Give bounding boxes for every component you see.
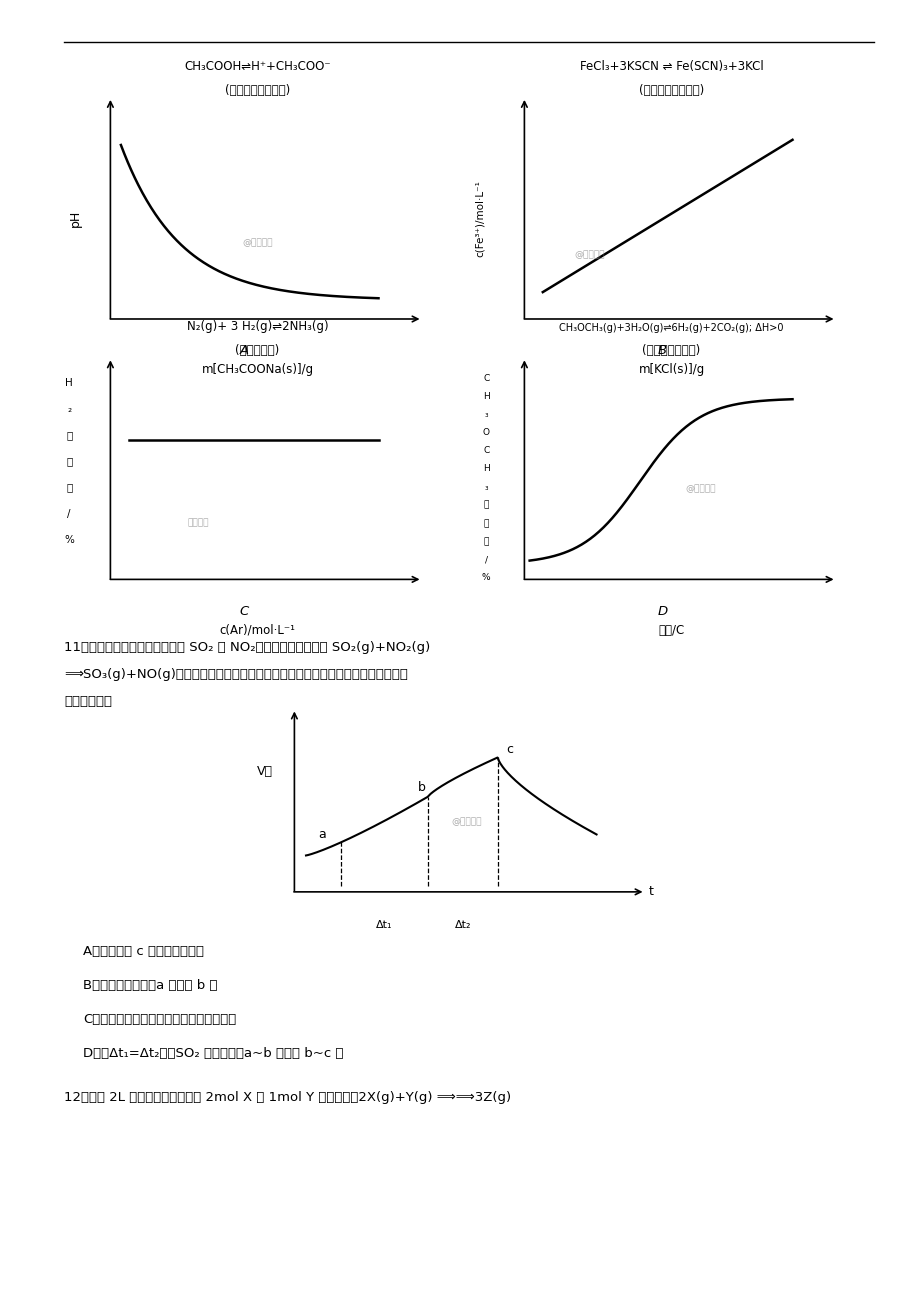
Text: 转: 转 bbox=[66, 430, 73, 440]
Text: m[KCl(s)]/g: m[KCl(s)]/g bbox=[638, 363, 704, 376]
Text: CH₃OCH₃(g)+3H₂O(g)⇌6H₂(g)+2CO₂(g); ΔH>0: CH₃OCH₃(g)+3H₂O(g)⇌6H₂(g)+2CO₂(g); ΔH>0 bbox=[559, 323, 783, 333]
Text: H: H bbox=[65, 378, 73, 388]
Text: B．　反应物浓度：a 点小于 b 点: B． 反应物浓度：a 点小于 b 点 bbox=[83, 979, 217, 992]
Text: 化: 化 bbox=[482, 518, 488, 527]
Text: Δt₁: Δt₁ bbox=[376, 921, 392, 930]
Text: V正: V正 bbox=[256, 766, 272, 779]
Text: (忽略溶液体積变化): (忽略溶液体積变化) bbox=[639, 85, 703, 98]
Text: Δt₂: Δt₂ bbox=[454, 921, 471, 930]
Text: ⟹SO₃(g)+NO(g)达到平衡，正反应速率随时间变化的示意图如下所示。由图可得出: ⟹SO₃(g)+NO(g)达到平衡，正反应速率随时间变化的示意图如下所示。由图可… bbox=[64, 668, 408, 681]
Text: H: H bbox=[482, 465, 489, 474]
Text: a: a bbox=[318, 828, 326, 841]
Text: C．　反应物的总能量低于生成物的总能量: C． 反应物的总能量低于生成物的总能量 bbox=[83, 1013, 236, 1026]
Text: C: C bbox=[239, 604, 248, 617]
Text: 率: 率 bbox=[66, 483, 73, 492]
Text: @正确教育: @正确教育 bbox=[685, 484, 716, 493]
Text: @正确教育: @正确教育 bbox=[451, 818, 482, 827]
Text: (恒温，恒压): (恒温，恒压) bbox=[235, 345, 279, 357]
Text: c: c bbox=[506, 743, 513, 756]
Text: b: b bbox=[418, 781, 425, 794]
Text: B: B bbox=[657, 344, 666, 357]
Text: 的正确结论是: 的正确结论是 bbox=[64, 695, 112, 708]
Text: ₃: ₃ bbox=[483, 483, 487, 492]
Text: 转: 转 bbox=[482, 501, 488, 509]
Text: m[CH₃COONa(s)]/g: m[CH₃COONa(s)]/g bbox=[201, 363, 313, 376]
Text: %: % bbox=[482, 573, 490, 582]
Text: A: A bbox=[239, 344, 248, 357]
Text: 11．向绝热恒容密闭容器中通入 SO₂ 和 NO₂，一定条件下使反应 SO₂(g)+NO₂(g): 11．向绝热恒容密闭容器中通入 SO₂ 和 NO₂，一定条件下使反应 SO₂(g… bbox=[64, 641, 430, 654]
Text: t: t bbox=[648, 885, 652, 898]
Text: CH₃COOH⇌H⁺+CH₃COO⁻: CH₃COOH⇌H⁺+CH₃COO⁻ bbox=[184, 60, 331, 73]
Text: 正确教育: 正确教育 bbox=[187, 518, 210, 527]
Text: c(Fe³⁺)/mol·L⁻¹: c(Fe³⁺)/mol·L⁻¹ bbox=[475, 180, 484, 256]
Text: pH: pH bbox=[69, 210, 82, 227]
Text: C: C bbox=[482, 374, 489, 383]
Text: FeCl₃+3KSCN ⇌ Fe(SCN)₃+3KCl: FeCl₃+3KSCN ⇌ Fe(SCN)₃+3KCl bbox=[579, 60, 763, 73]
Text: 化: 化 bbox=[66, 456, 73, 466]
Text: @正确教育: @正确教育 bbox=[242, 238, 273, 247]
Text: O: O bbox=[482, 428, 489, 437]
Text: 温度/C: 温度/C bbox=[658, 624, 684, 637]
Text: (忽略溶液体積变化): (忽略溶液体積变化) bbox=[225, 85, 289, 98]
Text: @正确教育: @正确教育 bbox=[573, 250, 604, 259]
Text: ₃: ₃ bbox=[483, 410, 487, 419]
Text: D．　Δt₁=Δt₂时，SO₂ 的转化率：a~b 段小于 b~c 段: D． Δt₁=Δt₂时，SO₂ 的转化率：a~b 段小于 b~c 段 bbox=[83, 1047, 343, 1060]
Text: H: H bbox=[482, 392, 489, 401]
Text: C: C bbox=[482, 447, 489, 456]
Text: 率: 率 bbox=[482, 536, 488, 546]
Text: N₂(g)+ 3 H₂(g)⇌2NH₃(g): N₂(g)+ 3 H₂(g)⇌2NH₃(g) bbox=[187, 320, 328, 333]
Text: D: D bbox=[656, 604, 667, 617]
Text: ₂: ₂ bbox=[67, 404, 71, 414]
Text: /: / bbox=[67, 509, 71, 518]
Text: 12．　在 2L 恒容密闭容器中充入 2mol X 和 1mol Y 发生反应：2X(g)+Y(g) ⟹⟹3Z(g): 12． 在 2L 恒容密闭容器中充入 2mol X 和 1mol Y 发生反应：… bbox=[64, 1091, 511, 1104]
Text: c(Ar)/mol·L⁻¹: c(Ar)/mol·L⁻¹ bbox=[220, 624, 295, 637]
Text: %: % bbox=[64, 535, 74, 546]
Text: (密闭容器，恒压): (密闭容器，恒压) bbox=[641, 345, 700, 357]
Text: /: / bbox=[484, 555, 487, 564]
Text: A．　反应在 c 点达到平衡状态: A． 反应在 c 点达到平衡状态 bbox=[83, 945, 204, 958]
